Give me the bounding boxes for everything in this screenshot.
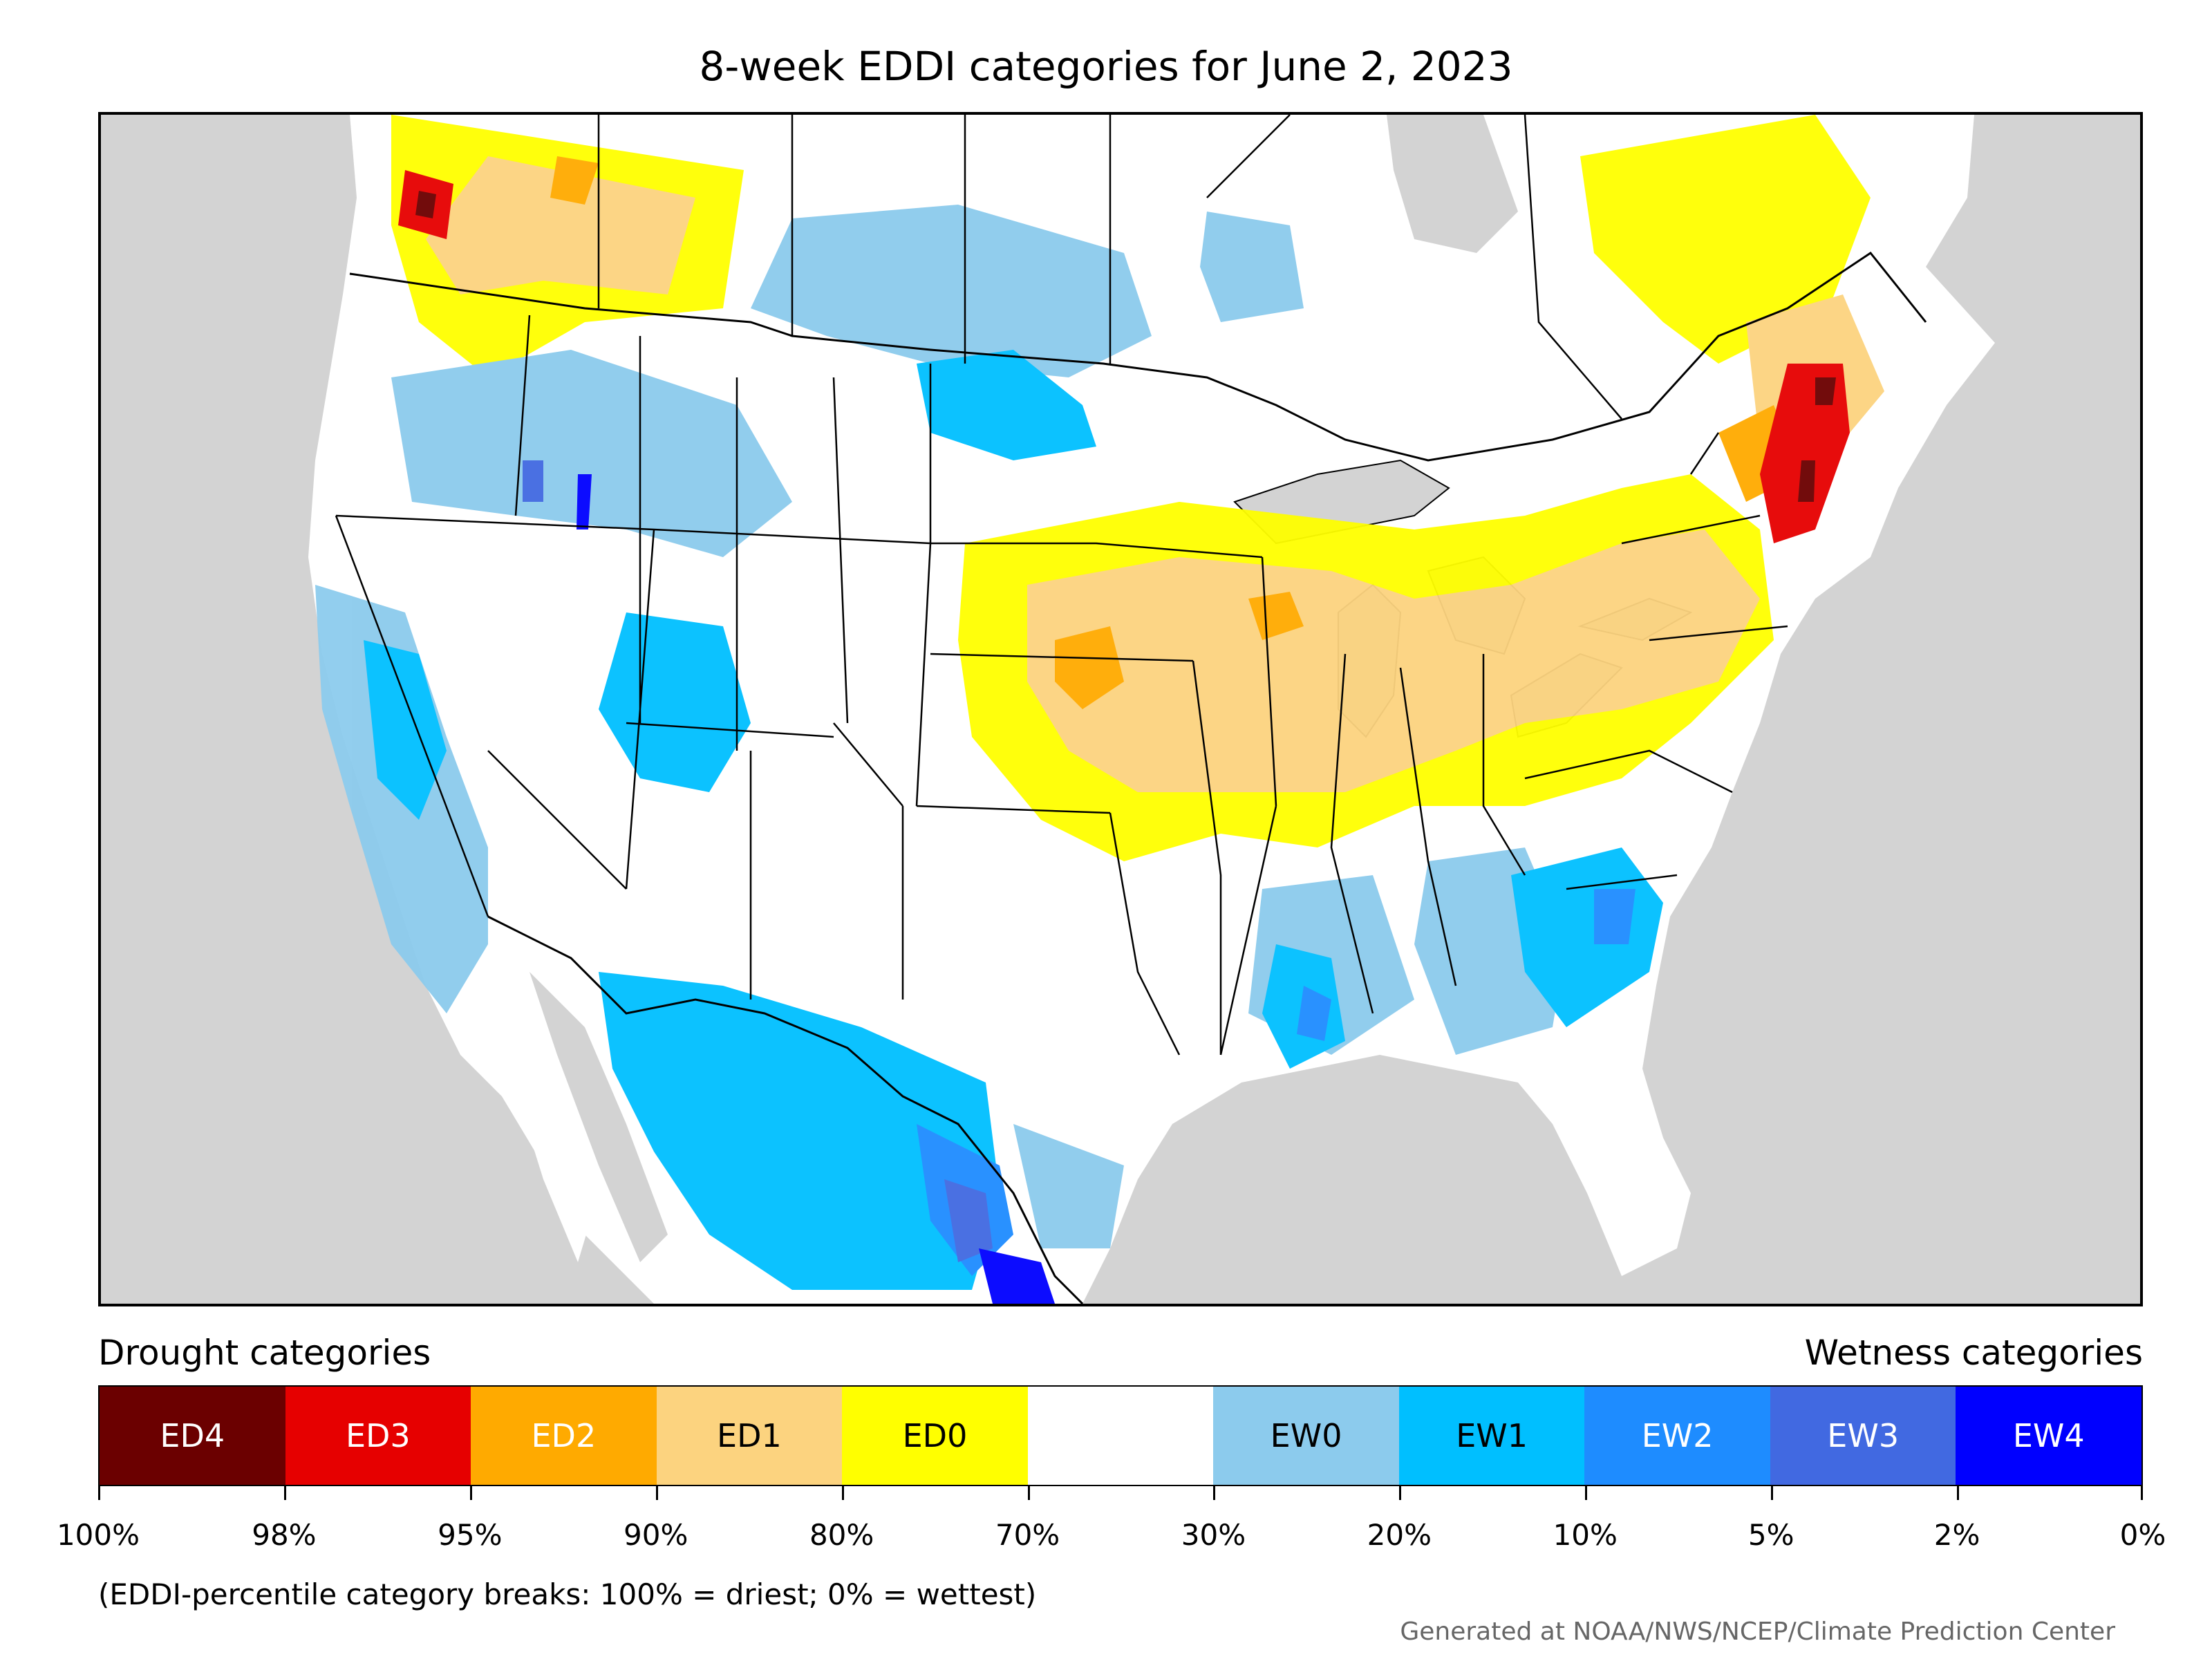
colorbar-tick-label: 10% [1553,1518,1618,1552]
colorbar-tick [1213,1486,1216,1500]
colorbar-cell-ed4: ED4 [100,1387,285,1485]
region-ew0 [315,205,1566,1248]
eddi-map [98,112,2143,1306]
colorbar-cell-ew4: EW4 [1956,1387,2142,1485]
region-ed1 [1027,529,1760,792]
colorbar-tick [841,1486,844,1500]
colorbar-tick [1027,1486,1030,1500]
colorbar-tick [2141,1486,2143,1500]
category-breaks-note: (EDDI-percentile category breaks: 100% =… [98,1577,1037,1611]
colorbar-tick [1585,1486,1588,1500]
colorbar-tick-label: 90% [624,1518,688,1552]
colorbar-tick [1957,1486,1960,1500]
colorbar-tick-label: 0% [2119,1518,2166,1552]
colorbar-cell-ew3: EW3 [1770,1387,1956,1485]
colorbar-cell-ed1: ED1 [656,1387,843,1485]
colorbar-tick-label: 20% [1367,1518,1432,1552]
colorbar-tick [1399,1486,1402,1500]
drought-categories-label: Drought categories [98,1333,431,1373]
colorbar-tick [1771,1486,1774,1500]
colorbar-cell-ed0: ED0 [842,1387,1028,1485]
colorbar-cell-ed3: ED3 [285,1387,471,1485]
region-ed1-nw [426,156,695,294]
colorbar-tick-label: 95% [438,1518,503,1552]
colorbar-tick [655,1486,658,1500]
colorbar-tick-label: 98% [252,1518,317,1552]
baja-peninsula [474,917,599,1262]
colorbar-cell-ew2: EW2 [1584,1387,1770,1485]
region-ew1 [364,350,1663,1290]
wetness-categories-label: Wetness categories [1804,1333,2143,1373]
colorbar-tick-label: 2% [1933,1518,1980,1552]
map-title: 8-week EDDI categories for June 2, 2023 [699,43,1513,90]
colorbar-tick-label: 5% [1747,1518,1794,1552]
colorbar-tick-label: 30% [1181,1518,1246,1552]
credit-text: Generated at NOAA/NWS/NCEP/Climate Predi… [1400,1618,2115,1646]
colorbar-tick-label: 100% [56,1518,140,1552]
gulf-of-california [529,972,668,1262]
colorbar-cell-ew1: EW1 [1398,1387,1585,1485]
category-colorbar: ED4 ED3 ED2 ED1 ED0 EW0 EW1 EW2 EW3 EW4 [98,1385,2143,1486]
colorbar-ticks [98,1486,2143,1503]
colorbar-cell-neutral [1027,1387,1214,1485]
us-canada-border [349,251,1927,462]
state-lines [335,315,1788,1056]
colorbar-tick [98,1486,100,1500]
colorbar-cell-ew0: EW0 [1213,1387,1399,1485]
region-ew3 [523,460,993,1262]
canada-province-lines [597,115,1622,420]
colorbar-tick [283,1486,286,1500]
hudson-bay-inlet [1387,115,1518,253]
map-canvas [308,115,1995,1304]
us-mexico-border [487,915,1084,1304]
colorbar-cell-ed2: ED2 [471,1387,657,1485]
colorbar-tick-label: 70% [995,1518,1060,1552]
political-boundaries [335,115,1927,1304]
colorbar-tick [469,1486,472,1500]
colorbar-tick-label: 80% [809,1518,874,1552]
